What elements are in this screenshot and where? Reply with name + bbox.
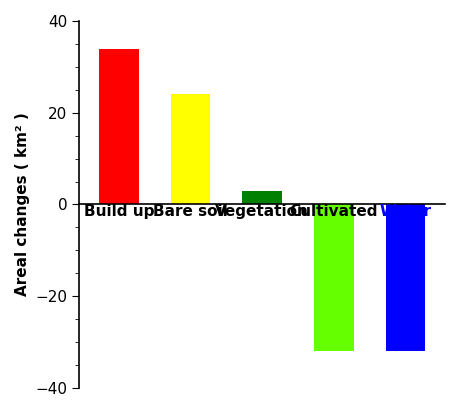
Bar (385, 204, 425, 351)
Bar (242, 191, 281, 204)
Text: Build up: Build up (84, 204, 154, 220)
Bar (170, 94, 210, 204)
Text: Water: Water (379, 204, 431, 220)
Bar (313, 204, 353, 351)
Text: Vegetation: Vegetation (215, 204, 308, 220)
Y-axis label: Areal changes ( km² ): Areal changes ( km² ) (15, 112, 30, 296)
Bar (99, 49, 138, 204)
Text: Bare soil: Bare soil (153, 204, 227, 220)
Text: Cultivated: Cultivated (289, 204, 377, 220)
